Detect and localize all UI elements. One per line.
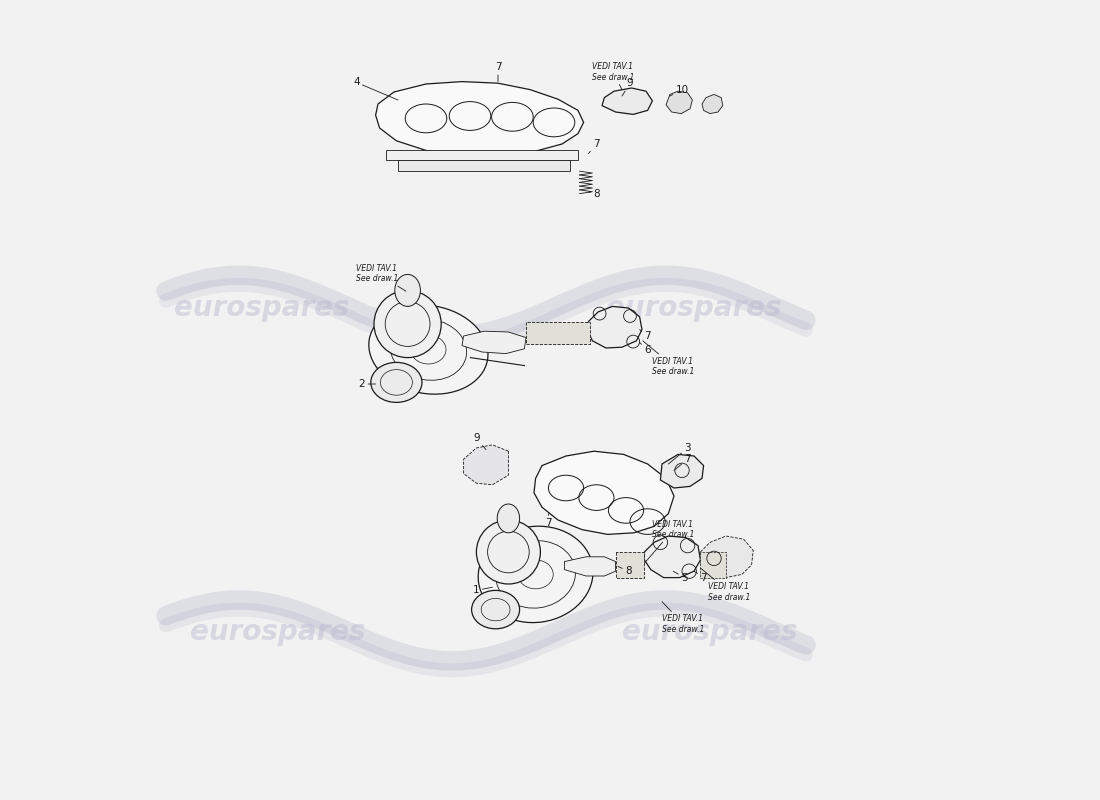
Polygon shape (645, 536, 701, 578)
Text: 7: 7 (674, 454, 691, 470)
Text: VEDI TAV.1
See draw.1: VEDI TAV.1 See draw.1 (356, 264, 406, 291)
Ellipse shape (395, 274, 420, 306)
Polygon shape (386, 150, 578, 160)
Text: eurospares: eurospares (174, 294, 350, 322)
Text: VEDI TAV.1
See draw.1: VEDI TAV.1 See draw.1 (642, 341, 695, 376)
Polygon shape (701, 536, 754, 578)
Text: 8: 8 (618, 566, 631, 576)
Ellipse shape (374, 290, 441, 358)
Polygon shape (702, 94, 723, 114)
Text: 7: 7 (588, 139, 600, 154)
Polygon shape (602, 88, 652, 114)
Polygon shape (462, 331, 526, 354)
Text: 3: 3 (669, 443, 691, 464)
Text: 10: 10 (670, 85, 689, 96)
Text: 7: 7 (495, 62, 502, 82)
Text: VEDI TAV.1
See draw.1: VEDI TAV.1 See draw.1 (701, 568, 751, 602)
Polygon shape (587, 306, 642, 348)
Ellipse shape (497, 504, 519, 533)
Text: 7: 7 (694, 571, 707, 582)
Polygon shape (660, 454, 704, 488)
Polygon shape (375, 82, 584, 156)
Polygon shape (463, 445, 508, 485)
Text: eurospares: eurospares (190, 618, 365, 646)
Text: 9: 9 (473, 434, 486, 450)
Text: 6: 6 (639, 342, 651, 355)
Polygon shape (564, 557, 616, 576)
Text: 5: 5 (673, 571, 688, 582)
Polygon shape (666, 91, 692, 114)
Text: 7: 7 (546, 514, 552, 528)
Polygon shape (701, 552, 726, 578)
Polygon shape (534, 451, 674, 534)
Text: eurospares: eurospares (606, 294, 782, 322)
Text: VEDI TAV.1
See draw.1: VEDI TAV.1 See draw.1 (662, 602, 704, 634)
Polygon shape (526, 322, 590, 344)
Text: eurospares: eurospares (623, 618, 798, 646)
Text: 7: 7 (639, 330, 651, 341)
Text: 9: 9 (621, 78, 634, 96)
Polygon shape (398, 160, 570, 171)
Ellipse shape (472, 590, 519, 629)
Ellipse shape (476, 520, 540, 584)
Text: 4: 4 (353, 78, 398, 100)
Ellipse shape (371, 362, 422, 402)
Ellipse shape (478, 526, 593, 622)
Text: 8: 8 (590, 189, 600, 198)
Polygon shape (616, 552, 645, 578)
Text: 2: 2 (359, 379, 375, 389)
Text: VEDI TAV.1
See draw.1: VEDI TAV.1 See draw.1 (645, 520, 695, 563)
Text: 1: 1 (473, 586, 493, 595)
Text: VEDI TAV.1
See draw.1: VEDI TAV.1 See draw.1 (592, 62, 634, 90)
Ellipse shape (368, 305, 488, 394)
